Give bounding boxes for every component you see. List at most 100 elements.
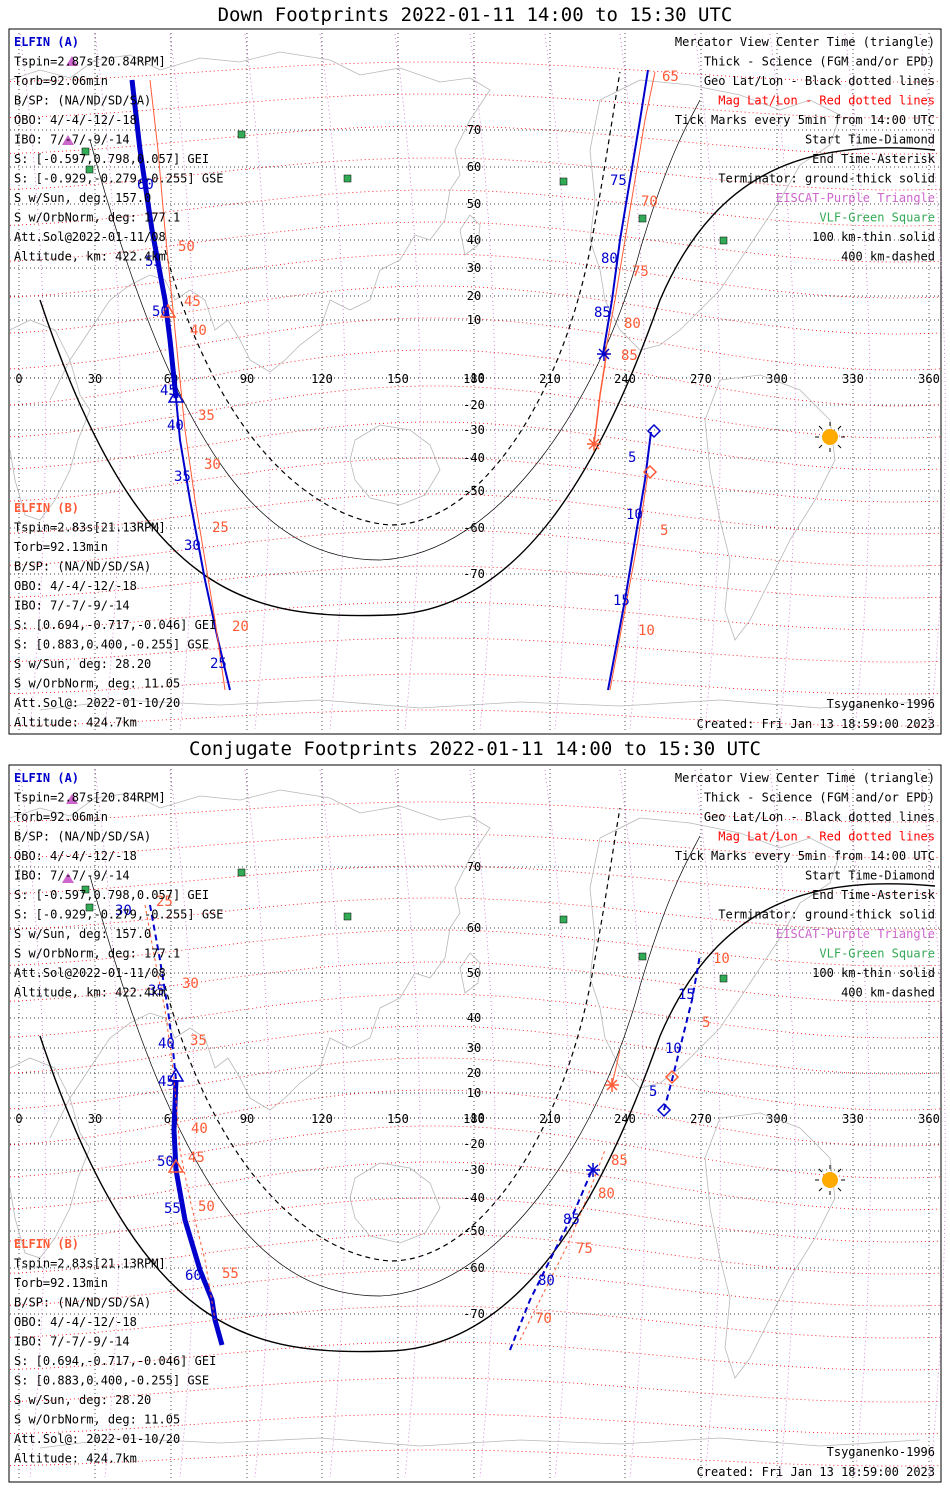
elfin-b-track: [149, 71, 656, 691]
mag-meridian: [394, 33, 421, 730]
elfin-b-info-line: S w/Sun, deg: 28.20: [14, 657, 151, 671]
mag-parallel: [9, 93, 941, 119]
mag-meridian: [94, 33, 121, 730]
elfin-b-minute-label: 50: [178, 239, 195, 255]
terminator-400km: [164, 71, 621, 526]
elfin-a-minute-labels: 60 55 50 45 40 35 30 25 75 80 85 5 10 15: [137, 173, 643, 672]
mag-parallel: [9, 637, 941, 663]
elfin-a-minute-label: 85: [594, 305, 611, 321]
latitude-tick-labels: 70 60 50 40 30 20 10 -10 -20 -30 -40 -50 -60 -70: [463, 123, 485, 581]
mag-meridian: [919, 33, 946, 730]
elfin-b-minute-label: 65: [662, 69, 679, 85]
eiscat-triangle: [66, 794, 78, 804]
vlf-square: [85, 165, 94, 174]
elfin-a-info-line: Att.Sol@2022-01-11/08: [14, 966, 166, 980]
mag-grid: [9, 33, 946, 730]
legend-entry: 100 km-thin solid: [812, 966, 935, 980]
elfin-b-segment: [611, 1049, 621, 1086]
latitude-label: 60: [467, 160, 481, 174]
latitude-label: 40: [467, 1011, 481, 1025]
vlf-square: [81, 147, 90, 156]
elfin-b-minute-label: 75: [576, 1241, 593, 1257]
latitude-label: -70: [463, 1307, 485, 1321]
latitude-tick-labels: 70 60 50 40 30 20 10 -10 -20 -30 -40 -50 -60 -70: [463, 860, 485, 1321]
latitude-label: 50: [467, 966, 481, 980]
latitude-label: -30: [463, 1163, 485, 1177]
elfin-a-info-line: B/SP: (NA/ND/SD/SA): [14, 94, 151, 108]
elfin-a-minute-label: 35: [174, 469, 191, 485]
conjugate-plot-frame: [8, 764, 942, 1483]
elfin-a-minute-label: 10: [626, 507, 643, 523]
created-label: Created: Fri Jan 13 18:59:00 2023: [697, 1465, 935, 1479]
mag-parallel: [9, 801, 941, 823]
elfin-a-minute-label: 45: [158, 1074, 175, 1090]
vlf-square: [719, 974, 728, 983]
mag-parallel: [9, 1025, 941, 1075]
legend-block: Mercator View Center Time (triangle) Thic…: [675, 771, 936, 1000]
legend-entry: Start Time-Diamond: [805, 133, 935, 147]
legend-entry: VLF-Green Square: [819, 947, 935, 961]
legend-entry: End Time-Asterisk: [812, 152, 936, 166]
longitude-label: 330: [842, 1112, 864, 1126]
elfin-b-center-triangle: [167, 1158, 185, 1173]
mag-meridian: [244, 33, 271, 730]
mag-parallel: [9, 865, 941, 895]
elfin-a-info-line: Tspin=2.87s[20.84RPM]: [14, 791, 166, 805]
elfin-a-minute-label: 60: [185, 1268, 202, 1284]
mag-meridian: [544, 33, 571, 730]
elfin-a-info-line: Att.Sol@2022-01-11/08: [14, 230, 166, 244]
elfin-b-info-line: S w/Sun, deg: 28.20: [14, 1393, 151, 1407]
legend-entry: Thick - Science (FGM and/or EPD): [704, 791, 935, 805]
longitude-label: 270: [690, 1112, 712, 1126]
longitude-label: 0: [15, 1112, 22, 1126]
longitude-label: 150: [387, 1112, 409, 1126]
elfin-a-science-segment: [171, 1079, 225, 1346]
mag-parallel: [9, 125, 941, 155]
vlf-square: [237, 868, 246, 877]
mag-meridian: [169, 33, 196, 730]
longitude-label: 210: [539, 372, 561, 386]
longitude-label: 90: [240, 1112, 254, 1126]
elfin-a-info-line: S w/Sun, deg: 157.0: [14, 927, 151, 941]
legend-entry: Mercator View Center Time (triangle): [675, 771, 935, 785]
elfin-a-info-line: Altitude, km: 422.4km: [14, 250, 166, 264]
elfin-a-minute-label: 40: [167, 418, 184, 434]
elfin-b-minute-label: 5: [702, 1015, 710, 1031]
elfin-b-info-line: S: [0.883,0.400,-0.255] GSE: [14, 1374, 209, 1388]
elfin-a-minute-label: 80: [601, 251, 618, 267]
north-america-coast: [589, 79, 841, 351]
legend-entry: Tick Marks every 5min from 14:00 UTC: [675, 113, 935, 127]
longitude-label: 240: [614, 372, 636, 386]
elfin-b-start-diamond: [664, 1069, 680, 1085]
legend-entry: 400 km-dashed: [841, 986, 935, 1000]
longitude-label: 360: [918, 372, 940, 386]
elfin-a-minute-label: 5: [628, 450, 636, 466]
elfin-b-minute-label: 30: [182, 976, 199, 992]
elfin-b-info-line: Altitude: 424.7km: [14, 716, 137, 730]
elfin-b-minute-label: 80: [598, 1186, 615, 1202]
longitude-tick-labels: 0 30 60 90 120 150 180 210 240 270 300 330 360: [15, 372, 939, 386]
elfin-a-south-track: [509, 1169, 593, 1351]
legend-entry: Terminator: ground-thick solid: [718, 172, 935, 186]
elfin-a-science-segment: [129, 79, 179, 399]
longitude-label: 180: [463, 1112, 485, 1126]
elfin-b-info-line: Tspin=2.83s[21.13RPM]: [14, 1257, 166, 1271]
elfin-b-north-track: [604, 71, 656, 355]
elfin-a-info-line: S: [-0.597,0.798,0.057] GEI: [14, 888, 209, 902]
elfin-b-minute-label: 85: [611, 1153, 628, 1169]
elfin-b-info-block: ELFIN (B) Tspin=2.83s[21.13RPM] Torb=92.13…: [14, 501, 216, 730]
elfin-b-info-line: S: [0.883,0.400,-0.255] GSE: [14, 638, 209, 652]
elfin-b-info-line: Tspin=2.83s[21.13RPM]: [14, 521, 166, 535]
vlf-square: [237, 130, 246, 139]
elfin-b-info-line: Altitude: 424.7km: [14, 1452, 137, 1466]
longitude-label: 180: [463, 372, 485, 386]
longitude-label: 120: [311, 1112, 333, 1126]
elfin-a-minute-label: 5: [649, 1084, 657, 1100]
elfin-a-track: [129, 69, 652, 691]
legend-entry: Mag Lat/Lon - Red dotted lines: [718, 830, 935, 844]
elfin-b-minute-label: 40: [190, 323, 207, 339]
elfin-a-north-track: [602, 69, 649, 355]
elfin-a-minute-label: 15: [613, 593, 630, 609]
elfin-a-minute-label: 25: [210, 656, 227, 672]
elfin-b-minute-label: 20: [232, 619, 249, 635]
